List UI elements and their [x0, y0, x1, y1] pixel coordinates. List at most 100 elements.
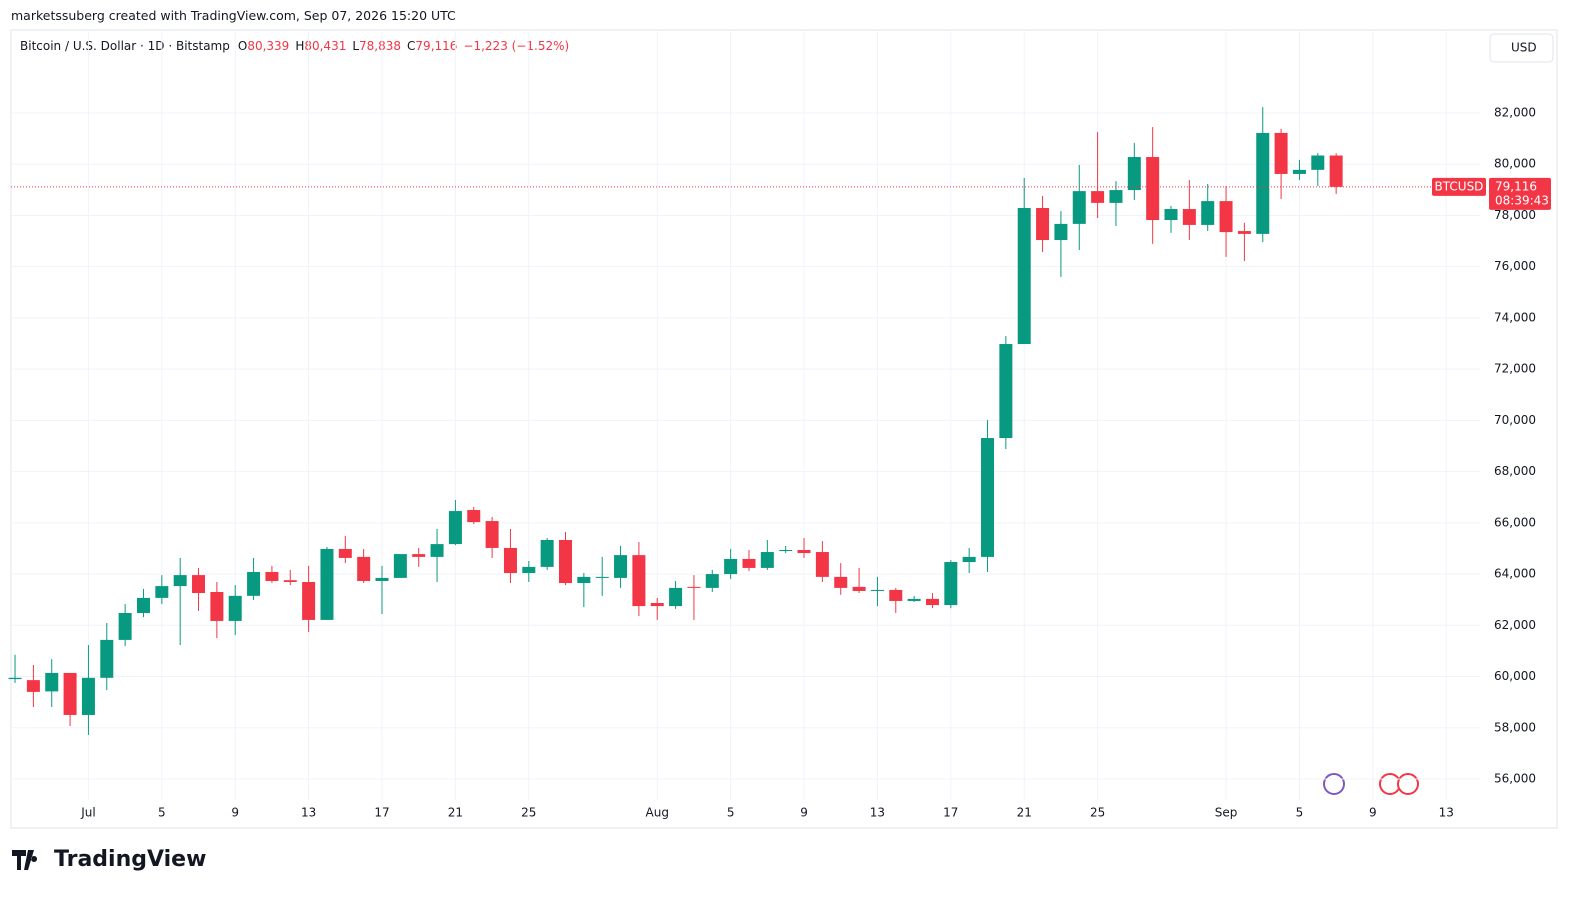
candle-body	[210, 591, 224, 621]
candle-body	[1109, 190, 1123, 203]
x-tick-label: 17	[943, 806, 958, 820]
brand-name: TradingView	[54, 847, 207, 872]
ohlc-key: H	[295, 39, 304, 53]
ohlc-key: L	[352, 39, 359, 53]
ohlc-value: 79,116	[415, 39, 457, 53]
price-tag	[1489, 177, 1551, 210]
candle-body	[981, 438, 995, 557]
x-tick-label: Sep	[1215, 806, 1238, 820]
ohlc-key: C	[407, 39, 415, 53]
x-tick-label: 21	[1017, 806, 1032, 820]
candle-body	[925, 598, 939, 606]
candle-body	[1036, 208, 1050, 241]
candle-body	[1274, 132, 1288, 174]
candle-body	[503, 547, 517, 574]
candle-body	[1127, 157, 1141, 191]
candle-body	[797, 549, 811, 554]
candle-body	[999, 344, 1013, 439]
candle-body	[63, 672, 77, 715]
candle-body	[1256, 132, 1270, 234]
candle-body	[1292, 169, 1306, 174]
candle-body	[228, 595, 242, 621]
candle-body	[136, 597, 150, 614]
y-tick-label: 62,000	[1494, 618, 1536, 632]
candle-body	[669, 587, 683, 607]
x-tick-label: 13	[870, 806, 885, 820]
candle-body	[81, 677, 95, 715]
legend: Bitcoin / U.S. Dollar · 1D · Bitstamp O80…	[20, 39, 569, 53]
candle-body	[760, 552, 774, 568]
candle-body	[1164, 209, 1178, 221]
candle-body	[1237, 231, 1251, 234]
candle-body	[870, 589, 884, 591]
candle-body	[430, 544, 444, 557]
candle-body	[448, 511, 462, 545]
candle-body	[485, 521, 499, 548]
candle-body	[558, 539, 572, 584]
candle-body	[393, 554, 407, 578]
candle-body	[907, 598, 921, 601]
price-label: 79,116	[1495, 179, 1537, 193]
candle-body	[1054, 223, 1068, 241]
idea-icon[interactable]	[1323, 773, 1345, 795]
x-tick-label: Aug	[646, 806, 669, 820]
symbol-label: BTCUSD	[1435, 179, 1484, 193]
candle-body	[173, 575, 187, 587]
y-tick-label: 64,000	[1494, 567, 1536, 581]
chart-frame	[10, 29, 1558, 829]
candle-body	[1072, 191, 1086, 224]
currency-button[interactable]	[1489, 33, 1554, 63]
y-tick-label: 82,000	[1494, 105, 1536, 119]
candle-body	[1091, 191, 1105, 203]
x-tick-label: 13	[301, 806, 316, 820]
candle-body	[889, 589, 903, 601]
candle-body	[338, 548, 352, 558]
x-tick-label: 21	[448, 806, 463, 820]
candle-body	[577, 576, 591, 584]
candle-body	[650, 603, 664, 607]
y-tick-label: 66,000	[1494, 515, 1536, 529]
candle-body	[1146, 157, 1160, 221]
candle-body	[247, 572, 261, 596]
candle-body	[320, 548, 334, 620]
symbol-tag	[1432, 177, 1486, 196]
currency: USD	[1511, 41, 1537, 55]
candle-body	[852, 586, 866, 591]
candle-body	[412, 554, 426, 557]
credit: marketssuberg created with TradingView.c…	[11, 8, 456, 23]
y-tick-label: 72,000	[1494, 362, 1536, 376]
y-tick-label: 56,000	[1494, 771, 1536, 785]
candle-body	[834, 576, 848, 588]
candle-body	[632, 555, 646, 607]
ohlc-value: 80,431	[304, 39, 346, 53]
y-tick-label: 80,000	[1494, 157, 1536, 171]
candle-body	[100, 639, 114, 678]
candle-body	[118, 613, 132, 640]
flag-icon[interactable]	[1397, 773, 1419, 795]
candle-body	[540, 539, 554, 567]
candle-body	[375, 577, 389, 581]
y-tick-label: 74,000	[1494, 310, 1536, 324]
x-tick-label: 13	[1439, 806, 1454, 820]
candle-body	[26, 680, 40, 692]
y-tick-label: 58,000	[1494, 720, 1536, 734]
candle-body	[1017, 208, 1031, 345]
candle-body	[1219, 201, 1233, 233]
candle-body	[302, 582, 316, 620]
x-tick-label: 5	[158, 806, 166, 820]
change: −1,223 (−1.52%)	[463, 39, 569, 53]
candle-body	[962, 556, 976, 563]
candle-body	[815, 552, 829, 577]
y-tick-label: 78,000	[1494, 208, 1536, 222]
candle-body	[192, 575, 206, 594]
y-tick-label: 68,000	[1494, 464, 1536, 478]
x-tick-label: 5	[1296, 806, 1304, 820]
candle-body	[687, 586, 701, 588]
candle-body	[595, 576, 609, 578]
x-tick-label: 25	[1090, 806, 1105, 820]
x-tick-label: 9	[800, 806, 808, 820]
candle-body	[614, 555, 628, 578]
x-tick-label: 17	[374, 806, 389, 820]
